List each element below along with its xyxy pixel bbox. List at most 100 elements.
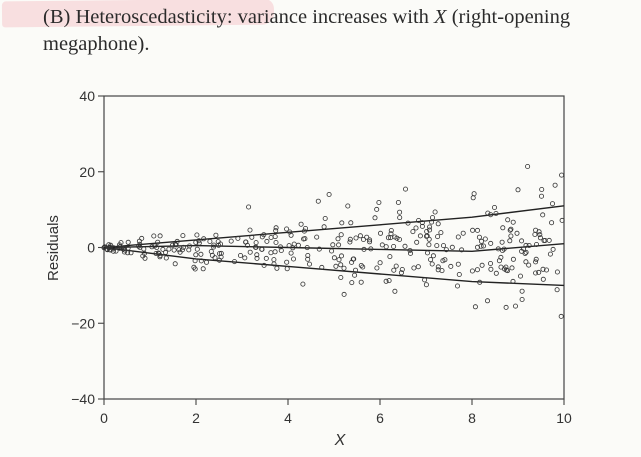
scatter-point	[330, 242, 336, 248]
scatter-point	[374, 265, 380, 271]
scatter-point	[345, 203, 351, 209]
scatter-point	[391, 243, 397, 249]
scatter-point	[549, 220, 555, 226]
scatter-point	[341, 291, 347, 297]
scatter-point	[419, 220, 425, 226]
scatter-point	[235, 235, 241, 241]
scatter-point	[218, 250, 224, 256]
scatter-point	[507, 238, 513, 244]
scatter-point	[496, 258, 502, 264]
scatter-point	[231, 259, 237, 265]
scatter-point	[139, 235, 145, 241]
scatter-point	[519, 238, 525, 244]
scatter-point	[254, 252, 260, 258]
scatter-point	[411, 265, 417, 271]
scatter-point	[456, 271, 462, 277]
scatter-point	[288, 232, 294, 238]
scatter-point	[547, 251, 553, 257]
x-tick-label: 2	[192, 410, 200, 426]
scatter-point	[519, 288, 525, 294]
scatter-point	[358, 279, 364, 285]
scatter-point	[426, 236, 432, 242]
scatter-point	[438, 230, 444, 236]
scatter-point	[198, 251, 204, 257]
scatter-point	[353, 235, 359, 241]
caption-variable: X	[434, 6, 447, 28]
scatter-point	[426, 242, 432, 248]
x-axis-label: X	[334, 432, 347, 449]
scatter-point	[157, 233, 163, 239]
scatter-point	[508, 226, 514, 232]
scatter-point	[228, 238, 234, 244]
scatter-point	[525, 163, 531, 169]
scatter-point	[554, 269, 560, 275]
scatter-point	[424, 228, 430, 234]
scatter-point	[455, 261, 461, 267]
scatter-point	[491, 204, 497, 210]
scatter-point	[350, 256, 356, 262]
scatter-point	[322, 215, 328, 221]
scatter-point	[397, 209, 403, 215]
scatter-point	[396, 236, 402, 242]
caption-part-2: (right-opening megaphone).	[43, 6, 571, 55]
scatter-point	[472, 304, 478, 310]
scatter-point	[559, 217, 565, 223]
scatter-point	[526, 242, 532, 248]
scatter-point	[284, 259, 290, 265]
scatter-point	[136, 243, 142, 249]
scatter-point	[249, 234, 255, 240]
scatter-point	[533, 270, 539, 276]
scatter-point	[108, 247, 114, 253]
scatter-point	[440, 243, 446, 249]
scatter-point	[186, 243, 192, 249]
scatter-point	[160, 246, 166, 252]
scatter-point	[499, 247, 505, 253]
scatter-point	[243, 239, 249, 245]
scatter-point	[338, 262, 344, 268]
scatter-point	[120, 246, 126, 252]
scatter-point	[476, 234, 482, 240]
scatter-point	[429, 261, 435, 267]
figure-caption: (B) Heteroscedasticity: variance increas…	[43, 4, 603, 58]
scatter-point	[521, 246, 527, 252]
scatter-point	[430, 253, 436, 259]
scatter-point	[460, 230, 466, 236]
scatter-point	[301, 228, 307, 234]
scatter-point	[201, 236, 207, 242]
scatter-point	[519, 296, 525, 302]
scatter-point	[263, 255, 269, 261]
scatter-point	[349, 280, 355, 286]
scatter-point	[149, 244, 155, 250]
scatter-point	[432, 209, 438, 215]
scatter-point	[157, 254, 163, 260]
scatter-point	[207, 238, 213, 244]
scatter-point	[377, 260, 383, 266]
scatter-point	[305, 252, 311, 258]
scatter-point	[358, 262, 364, 268]
scatter-point	[247, 249, 253, 255]
scatter-point	[264, 238, 270, 244]
scatter-point	[469, 268, 475, 274]
scatter-point	[211, 242, 217, 248]
scatter-point	[493, 270, 499, 276]
scatter-point	[523, 259, 529, 265]
scatter-point	[440, 258, 446, 264]
scatter-point	[479, 262, 485, 268]
scatter-point	[173, 242, 179, 248]
scatter-point	[156, 251, 162, 257]
scatter-point	[304, 245, 310, 251]
scatter-point	[200, 266, 206, 272]
scatter-point	[407, 250, 413, 256]
scatter-point	[470, 195, 476, 201]
scatter-point	[539, 186, 545, 192]
scatter-point	[361, 246, 367, 252]
scatter-point	[500, 225, 506, 231]
scatter-point	[398, 270, 404, 276]
scatter-point	[499, 239, 505, 245]
scatter-point	[379, 242, 385, 248]
scatter-point	[536, 269, 542, 275]
scatter-point	[416, 217, 422, 223]
scatter-point	[435, 264, 441, 270]
scatter-point	[429, 219, 435, 225]
